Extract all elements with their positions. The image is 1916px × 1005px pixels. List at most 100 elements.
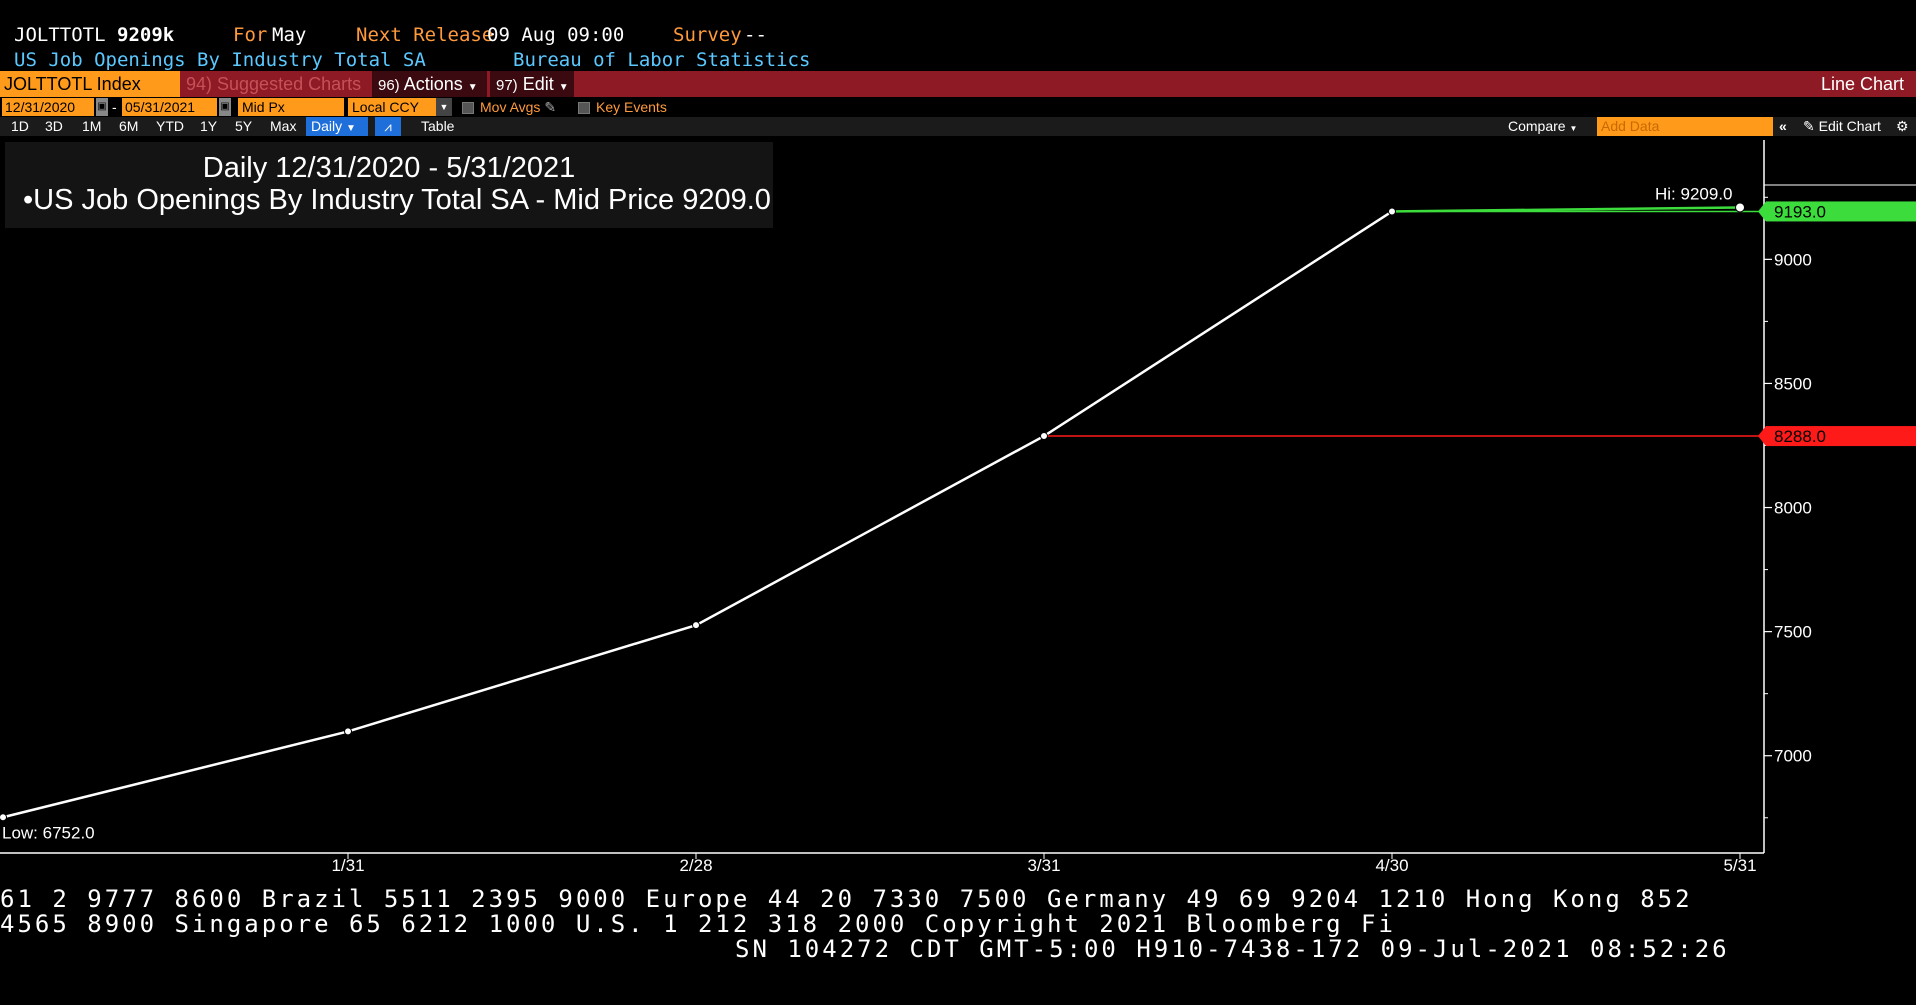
line-chart-icon[interactable]: ⩘ — [375, 117, 401, 136]
period-1m[interactable]: 1M — [82, 118, 102, 134]
data-point — [0, 813, 7, 822]
checkbox-icon — [578, 102, 590, 115]
marker-pointer — [1758, 426, 1766, 447]
calendar-icon[interactable]: ▣ — [96, 98, 108, 116]
currency-selector[interactable]: Local CCY — [348, 98, 436, 116]
period-max[interactable]: Max — [270, 118, 297, 134]
pencil-icon: ✎ — [1803, 118, 1815, 134]
period-3d[interactable]: 3D — [45, 118, 63, 134]
period-6m[interactable]: 6M — [119, 118, 139, 134]
x-tick-label: 4/30 — [1375, 856, 1408, 875]
legend-date-range: Daily 12/31/2020 - 5/31/2021 — [202, 152, 576, 184]
data-point — [1040, 432, 1048, 441]
chevron-down-icon: ▼ — [467, 82, 478, 93]
legend-series-value: 9209.0 — [682, 184, 771, 216]
table-button[interactable]: Table — [421, 118, 455, 134]
chart-legend: Daily 12/31/2020 - 5/31/2021 •US Job Ope… — [5, 142, 773, 228]
legend-series-row: •US Job Openings By Industry Total SA - … — [23, 184, 771, 217]
series-description: US Job Openings By Industry Total SA — [14, 49, 426, 71]
low-label: Low: 6752.0 — [2, 823, 95, 842]
chevron-down-icon: ▼ — [1569, 124, 1578, 133]
marker-box — [1766, 426, 1916, 447]
x-tick-label: 5/31 — [1723, 856, 1756, 875]
next-release-label: Next Release — [356, 24, 494, 46]
key-events-toggle[interactable]: Key Events — [578, 98, 667, 116]
bullet-icon: • — [23, 184, 34, 216]
data-point — [1388, 207, 1396, 216]
next-release-value: 09 Aug 09:00 — [487, 24, 625, 46]
for-label: For — [233, 24, 268, 46]
chart-controls: 12/31/2020 ▣ - 05/31/2021 ▣ Mid Px Local… — [0, 98, 1916, 116]
ticker: JOLTTOTL — [14, 24, 106, 46]
edit-chart-button[interactable]: ✎ Edit Chart — [1803, 117, 1881, 136]
y-tick-label: 7000 — [1774, 747, 1812, 766]
x-tick-label: 3/31 — [1027, 856, 1060, 875]
x-tick-label: 1/31 — [331, 856, 364, 875]
edit-chart-label: Edit Chart — [1818, 118, 1881, 134]
chevron-down-icon: ▼ — [346, 123, 356, 134]
pencil-icon: ✎ — [544, 99, 557, 115]
actions-menu[interactable]: 96) Actions ▼ — [372, 71, 487, 97]
period-bar: 1D 3D 1M 6M YTD 1Y 5Y Max Daily ▼ ⩘ Tabl… — [0, 117, 1916, 136]
series-line-last — [1391, 206, 1741, 213]
chevron-down-icon[interactable]: ▼ — [436, 98, 452, 116]
index-field-text: JOLTTOTL Index — [4, 74, 141, 94]
marker-box — [1766, 201, 1916, 222]
period-1y[interactable]: 1Y — [200, 118, 218, 134]
mov-avgs-toggle[interactable]: Mov Avgs ✎ — [462, 98, 556, 116]
chart-type-title: Line Chart — [1820, 74, 1904, 94]
actions-label: Actions — [403, 74, 463, 94]
key-events-label: Key Events — [596, 99, 667, 115]
suggested-charts-button[interactable]: 94) Suggested Charts — [186, 74, 362, 94]
field-selector[interactable]: Mid Px — [238, 98, 344, 116]
compare-button[interactable]: Compare ▼ — [1508, 117, 1577, 136]
period-1d[interactable]: 1D — [11, 118, 29, 134]
footer-line-2: 4565 8900 Singapore 65 6212 1000 U.S. 1 … — [0, 910, 1396, 938]
function-toolbar: JOLTTOTL Index 94) Suggested Charts 96) … — [0, 71, 1916, 97]
period-5y[interactable]: 5Y — [235, 118, 253, 134]
actions-number: 96) — [378, 77, 400, 94]
series-line — [2, 210, 1393, 819]
compare-label: Compare — [1508, 118, 1566, 134]
line-chart: 7000 7500 8000 8500 9000 1/31 2/28 3/31 4/30 5/31… — [0, 140, 1916, 875]
footer-line-1: 61 2 9777 8600 Brazil 5511 2395 9000 Eur… — [0, 885, 1693, 913]
period-ytd[interactable]: YTD — [156, 118, 184, 134]
edit-menu[interactable]: 97) Edit ▼ — [490, 71, 574, 97]
for-value: May — [272, 24, 307, 46]
y-tick-label: 9000 — [1774, 250, 1812, 269]
footer-line-3: SN 104272 CDT GMT-5:00 H910-7438-172 09-… — [735, 935, 1730, 963]
data-point — [344, 727, 352, 736]
y-tick-label: 8000 — [1774, 499, 1812, 518]
add-data-input[interactable]: Add Data — [1597, 117, 1773, 136]
survey-label: Survey — [673, 24, 742, 46]
date-separator: - — [112, 99, 117, 115]
data-point — [1735, 202, 1745, 213]
checkbox-icon — [462, 102, 474, 115]
frequency-selector[interactable]: Daily ▼ — [306, 117, 368, 136]
edit-number: 97) — [496, 77, 518, 94]
marker-pointer — [1758, 201, 1766, 222]
contact-footer: 61 2 9777 8600 Brazil 5511 2395 9000 Eur… — [0, 885, 1916, 1005]
calendar-icon[interactable]: ▣ — [219, 98, 231, 116]
high-label: Hi: 9209.0 — [1655, 184, 1733, 203]
end-date-field[interactable]: 05/31/2021 — [122, 98, 217, 116]
legend-series-name: US Job Openings By Industry Total SA - M… — [33, 184, 675, 216]
gear-icon[interactable]: ⚙ — [1896, 118, 1909, 134]
security-header: JOLTTOTL 9209k For May Next Release 09 A… — [0, 0, 1916, 71]
data-source: Bureau of Labor Statistics — [513, 49, 811, 71]
mov-avgs-label: Mov Avgs — [480, 99, 541, 115]
chevron-down-icon: ▼ — [558, 82, 569, 93]
y-tick-label: 8500 — [1774, 374, 1812, 393]
marker-label: 9193.0 — [1774, 202, 1826, 221]
collapse-icon[interactable]: « — [1779, 118, 1787, 134]
marker-label: 8288.0 — [1774, 427, 1826, 446]
x-tick-label: 2/28 — [679, 856, 712, 875]
y-tick-label: 7500 — [1774, 623, 1812, 642]
edit-label: Edit — [522, 74, 554, 94]
index-field[interactable]: JOLTTOTL Index — [0, 71, 180, 97]
last-value: 9209k — [117, 24, 175, 46]
data-point — [692, 621, 700, 630]
survey-value: -- — [744, 24, 767, 46]
frequency-label: Daily — [311, 118, 343, 134]
start-date-field[interactable]: 12/31/2020 — [2, 98, 94, 116]
